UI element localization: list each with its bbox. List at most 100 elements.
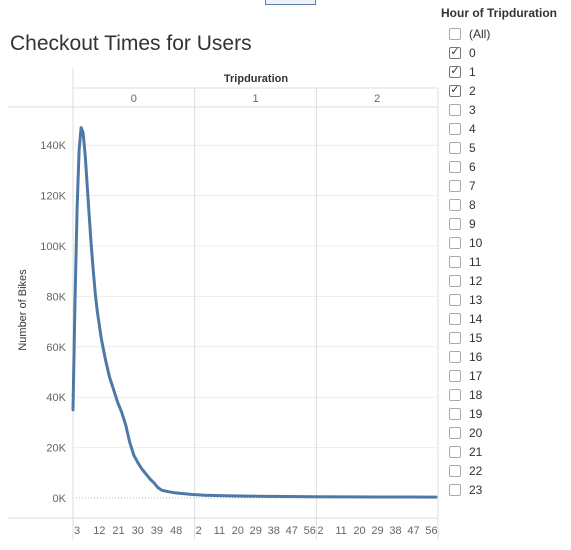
x-tick-label: 21 <box>112 525 124 537</box>
filter-item-1[interactable]: ✓ 1 <box>441 62 569 81</box>
filter-item-17[interactable]: 17 <box>441 366 569 385</box>
column-header-title: Tripduration <box>224 73 288 85</box>
chart-title: Checkout Times for Users <box>10 32 252 55</box>
checkbox-unchecked-icon[interactable] <box>449 103 461 116</box>
filter-item-label: 16 <box>469 349 483 364</box>
x-tick-label: 12 <box>93 525 105 537</box>
checkbox-unchecked-icon[interactable] <box>449 179 461 192</box>
checkbox-unchecked-icon[interactable] <box>449 293 461 306</box>
panel-header-1: 1 <box>252 93 258 105</box>
filter-item-10[interactable]: 10 <box>441 233 569 252</box>
x-tick-label: 20 <box>232 525 244 537</box>
panel-headers: 0 1 2 <box>131 93 380 105</box>
filter-item-label: 23 <box>469 482 483 497</box>
filter-item-label: 22 <box>469 463 483 478</box>
filter-item-all[interactable]: (All) <box>441 24 569 43</box>
checkbox-unchecked-icon[interactable] <box>449 426 461 439</box>
checkbox-unchecked-icon[interactable] <box>449 369 461 382</box>
checkbox-unchecked-icon[interactable] <box>449 464 461 477</box>
filter-item-label: 7 <box>469 178 476 193</box>
checkbox-unchecked-icon[interactable] <box>449 407 461 420</box>
checkbox-unchecked-icon[interactable] <box>449 217 461 230</box>
filter-item-label: 15 <box>469 330 483 345</box>
filter-item-2[interactable]: ✓ 2 <box>441 81 569 100</box>
toolbar-tab[interactable] <box>265 0 316 5</box>
filter-item-0[interactable]: ✓ 0 <box>441 43 569 62</box>
series-line <box>71 126 438 499</box>
filter-item-label: 8 <box>469 197 476 212</box>
filter-item-label: (All) <box>469 26 491 41</box>
checkbox-unchecked-icon[interactable] <box>449 236 461 249</box>
filter-item-label: 17 <box>469 368 483 383</box>
y-tick-label: 80K <box>46 291 66 303</box>
filter-item-label: 0 <box>469 45 476 60</box>
filter-item-11[interactable]: 11 <box>441 252 569 271</box>
filter-item-5[interactable]: 5 <box>441 138 569 157</box>
filter-item-16[interactable]: 16 <box>441 347 569 366</box>
panel-header-0: 0 <box>131 93 137 105</box>
panel-header-2: 2 <box>374 93 380 105</box>
checkbox-unchecked-icon[interactable] <box>449 331 461 344</box>
y-tick-label: 0K <box>53 493 67 505</box>
checkbox-unchecked-icon[interactable] <box>449 27 461 40</box>
filter-item-6[interactable]: 6 <box>441 157 569 176</box>
checkbox-checked-icon[interactable]: ✓ <box>449 46 461 59</box>
filter-item-14[interactable]: 14 <box>441 309 569 328</box>
filter-item-label: 18 <box>469 387 483 402</box>
checkbox-unchecked-icon[interactable] <box>449 445 461 458</box>
x-tick-label: 39 <box>151 525 163 537</box>
filter-item-label: 6 <box>469 159 476 174</box>
checkbox-unchecked-icon[interactable] <box>449 483 461 496</box>
filter-item-20[interactable]: 20 <box>441 423 569 442</box>
filter-item-label: 13 <box>469 292 483 307</box>
x-tick-label: 2 <box>196 525 202 537</box>
filter-item-9[interactable]: 9 <box>441 214 569 233</box>
filter-item-21[interactable]: 21 <box>441 442 569 461</box>
filter-item-label: 19 <box>469 406 483 421</box>
filter-item-15[interactable]: 15 <box>441 328 569 347</box>
filter-item-22[interactable]: 22 <box>441 461 569 480</box>
checkbox-unchecked-icon[interactable] <box>449 198 461 211</box>
filter-item-8[interactable]: 8 <box>441 195 569 214</box>
filter-item-18[interactable]: 18 <box>441 385 569 404</box>
checkbox-unchecked-icon[interactable] <box>449 122 461 135</box>
filter-list: (All) ✓ 0 ✓ 1 ✓ 2 3 4 5 6 7 8 9 10 11 12 13 14 15 16 17 18 19 20… <box>441 24 569 499</box>
x-tick-label: 2 <box>317 525 323 537</box>
y-tick-label: 100K <box>40 241 66 253</box>
x-tick-label: 30 <box>132 525 144 537</box>
filter-item-12[interactable]: 12 <box>441 271 569 290</box>
x-tick-label: 29 <box>250 525 262 537</box>
x-tick-label: 56 <box>425 525 437 537</box>
checkbox-unchecked-icon[interactable] <box>449 255 461 268</box>
checkbox-unchecked-icon[interactable] <box>449 141 461 154</box>
x-tick-label: 3 <box>74 525 80 537</box>
y-tick-label: 20K <box>46 443 66 455</box>
filter-title: Hour of Tripduration <box>441 6 557 20</box>
checkbox-unchecked-icon[interactable] <box>449 274 461 287</box>
filter-item-13[interactable]: 13 <box>441 290 569 309</box>
gridlines <box>73 144 438 499</box>
checkbox-checked-icon[interactable]: ✓ <box>449 84 461 97</box>
filter-item-label: 1 <box>469 64 476 79</box>
filter-item-7[interactable]: 7 <box>441 176 569 195</box>
checkbox-unchecked-icon[interactable] <box>449 160 461 173</box>
filter-item-3[interactable]: 3 <box>441 100 569 119</box>
checkbox-checked-icon[interactable]: ✓ <box>449 65 461 78</box>
checkbox-unchecked-icon[interactable] <box>449 350 461 363</box>
chart-frame <box>8 68 439 540</box>
x-tick-label: 11 <box>335 525 346 537</box>
y-axis-ticks: 0K 20K 40K 60K 80K 100K 120K 140K <box>40 140 66 505</box>
filter-item-label: 21 <box>469 444 483 459</box>
hour-filter-panel: Hour of Tripduration (All) ✓ 0 ✓ 1 ✓ 2 3 4 5 6 7 8 9 1… <box>441 6 569 499</box>
checkbox-unchecked-icon[interactable] <box>449 388 461 401</box>
x-tick-label: 20 <box>353 525 365 537</box>
filter-item-19[interactable]: 19 <box>441 404 569 423</box>
x-tick-label: 11 <box>214 525 225 537</box>
filter-item-23[interactable]: 23 <box>441 480 569 499</box>
filter-item-label: 9 <box>469 216 476 231</box>
filter-item-4[interactable]: 4 <box>441 119 569 138</box>
x-tick-label: 47 <box>286 525 298 537</box>
filter-item-label: 14 <box>469 311 483 326</box>
checkbox-unchecked-icon[interactable] <box>449 312 461 325</box>
